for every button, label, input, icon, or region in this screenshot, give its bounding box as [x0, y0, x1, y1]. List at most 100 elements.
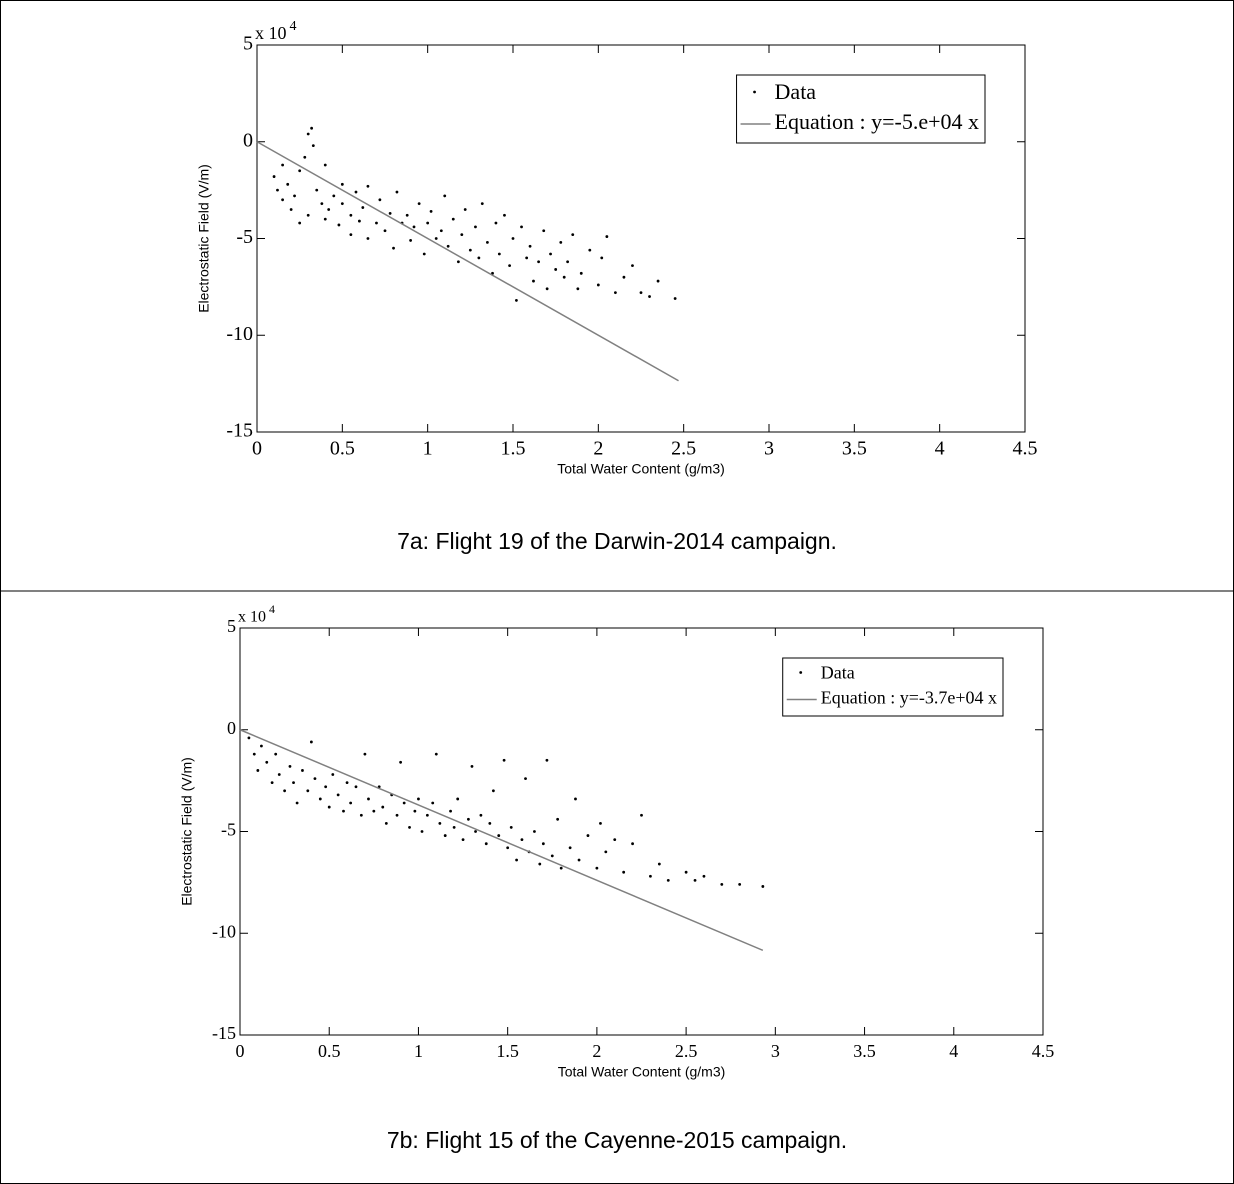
data-point [599, 821, 602, 825]
data-point [372, 809, 376, 813]
y-scale-base: x 10 [238, 609, 266, 626]
data-point [354, 190, 358, 194]
data-point [622, 870, 626, 874]
data-point [276, 188, 279, 192]
data-point [520, 225, 523, 229]
x-tick-label: 2 [593, 438, 603, 460]
data-point [306, 132, 310, 136]
data-point [402, 801, 406, 805]
data-point [295, 801, 299, 805]
legend-box [736, 74, 986, 144]
data-point [559, 240, 563, 244]
data-point [571, 233, 575, 237]
data-point [761, 885, 765, 888]
x-tick-label: 0 [252, 438, 262, 460]
data-point [252, 752, 256, 756]
data-point [395, 190, 399, 194]
data-point [477, 256, 481, 260]
y-scale-exponent: 4 [269, 602, 275, 616]
data-point [417, 202, 421, 206]
legend: Data Equation : y=-5.e+04 x [736, 74, 986, 144]
data-point [327, 208, 331, 211]
data-point [270, 781, 274, 785]
x-tick-label: 1 [423, 438, 433, 460]
data-point [408, 826, 411, 829]
data-point [549, 252, 552, 256]
data-point [506, 846, 510, 850]
data-point [438, 821, 442, 825]
data-point [311, 144, 315, 148]
y-tick-label: 0 [243, 129, 253, 151]
data-point [320, 202, 324, 206]
data-point [479, 813, 483, 817]
fit-line [256, 141, 679, 382]
data-point [420, 830, 424, 833]
x-tick-label: 2.5 [671, 438, 696, 460]
data-point [537, 260, 540, 264]
data-point [605, 235, 609, 238]
data-point [303, 155, 307, 159]
data-point [315, 188, 319, 192]
data-point [491, 789, 495, 793]
data-point [381, 805, 385, 809]
data-point [684, 870, 688, 874]
data-point [488, 821, 492, 825]
data-point [532, 279, 535, 283]
data-point [502, 758, 506, 762]
data-point [265, 760, 269, 764]
data-point [412, 225, 416, 229]
data-point [384, 821, 388, 825]
data-point [480, 202, 484, 206]
data-point [363, 752, 367, 756]
data-point [542, 229, 546, 233]
data-point [460, 233, 464, 237]
data-point [484, 842, 488, 846]
data-point [426, 221, 430, 225]
data-point [359, 813, 363, 817]
data-point [738, 883, 742, 886]
data-point [327, 805, 331, 809]
data-point [429, 210, 433, 213]
data-point [260, 744, 263, 748]
data-point [586, 834, 590, 837]
data-point [281, 163, 284, 167]
data-point [541, 842, 545, 846]
data-point [323, 217, 327, 221]
data-point [413, 809, 417, 813]
data-point [614, 291, 617, 295]
legend: Data Equation : y=-3.7e+04 x [782, 657, 1004, 717]
legend-label: Equation : y=-3.7e+04 x [821, 688, 997, 708]
data-point [456, 260, 460, 264]
data-point [332, 194, 336, 198]
data-point [434, 752, 438, 756]
y-scale-exponent: 4 [290, 19, 297, 34]
x-tick-label: 1 [414, 1041, 423, 1061]
x-tick-label: 2.5 [675, 1041, 698, 1061]
x-tick-label: 4 [949, 1041, 958, 1061]
x-tick-label: 3.5 [853, 1041, 876, 1061]
data-point [358, 219, 361, 223]
data-point [310, 126, 314, 130]
data-point [525, 256, 529, 260]
data-point [545, 758, 549, 762]
data-point [588, 248, 592, 252]
data-point [640, 813, 643, 817]
data-point [256, 769, 260, 772]
data-point [559, 866, 563, 870]
x-tick-label: 3 [764, 438, 774, 460]
y-tick-label: -5 [236, 226, 253, 248]
y-tick-label: -10 [226, 323, 253, 345]
data-point [286, 182, 290, 186]
x-tick-label: 0 [236, 1041, 245, 1061]
legend-label: Equation : y=-5.e+04 x [775, 109, 979, 134]
data-point [388, 211, 392, 215]
x-tick-label: 4 [935, 438, 945, 460]
data-point [340, 202, 344, 206]
data-point [392, 246, 395, 250]
y-tick-label: -15 [226, 420, 253, 442]
data-point [515, 299, 518, 302]
y-tick-label: 5 [227, 616, 236, 636]
data-point [324, 785, 328, 789]
